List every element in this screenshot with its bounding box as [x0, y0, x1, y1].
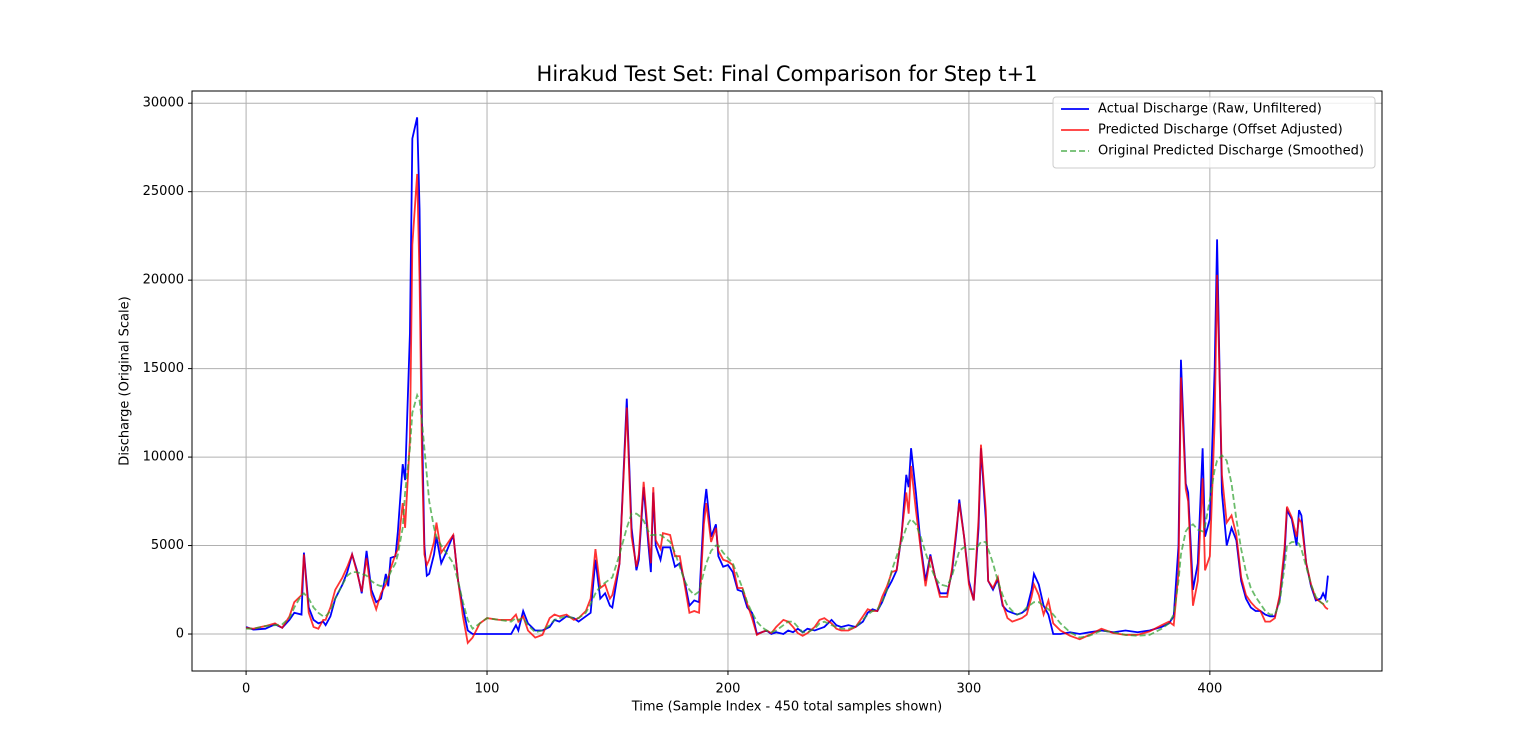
y-tick-label: 5000: [151, 538, 184, 553]
plot-frame: [191, 90, 1383, 672]
y-tick-label: 30000: [143, 96, 184, 111]
legend-label: Original Predicted Discharge (Smoothed): [1098, 144, 1364, 159]
x-axis-label: Time (Sample Index - 450 total samples s…: [631, 700, 943, 715]
y-axis-label: Discharge (Original Scale): [118, 296, 133, 465]
x-tick-label: 100: [475, 682, 500, 697]
legend-box: [1052, 96, 1376, 169]
x-tick-label: 300: [956, 682, 981, 697]
legend-label: Actual Discharge (Raw, Unfiltered): [1098, 102, 1322, 117]
legend-label: Predicted Discharge (Offset Adjusted): [1098, 123, 1343, 138]
x-tick-label: 200: [716, 682, 741, 697]
legend: Actual Discharge (Raw, Unfiltered) Predic…: [1052, 96, 1376, 169]
series-line: [245, 117, 1329, 636]
series-line: [246, 392, 1329, 639]
x-tick-label: 0: [242, 682, 250, 697]
y-tick-label: 0: [176, 627, 184, 642]
chart-title: Hirakud Test Set: Final Comparison for S…: [537, 62, 1038, 86]
y-tick-label: 20000: [143, 273, 184, 288]
y-tick-label: 25000: [143, 184, 184, 199]
x-tick-label: 400: [1197, 682, 1222, 697]
y-tick-label: 10000: [143, 450, 184, 465]
series-line: [245, 173, 1329, 645]
y-tick-label: 15000: [143, 361, 184, 376]
grid: [192, 91, 1382, 671]
